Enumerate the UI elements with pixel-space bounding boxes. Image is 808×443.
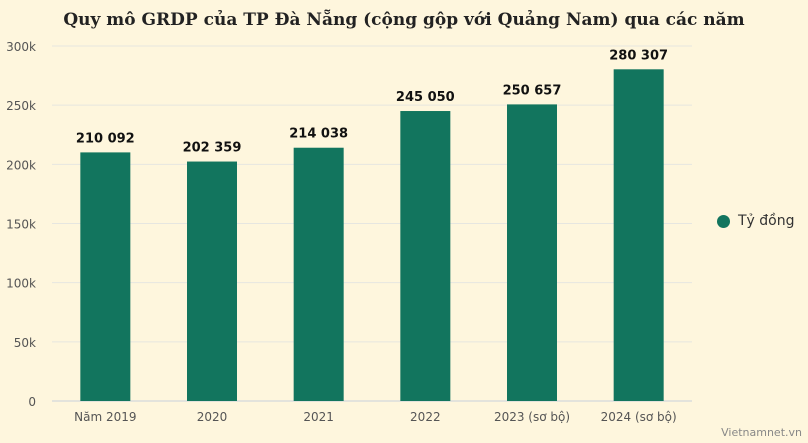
y-tick-label: 150k [6, 218, 36, 232]
x-tick-label: 2020 [197, 410, 228, 424]
data-label: 280 307 [609, 48, 668, 63]
bar [187, 161, 237, 401]
y-tick-label: 0 [28, 395, 36, 409]
x-tick-label: Năm 2019 [74, 410, 136, 424]
legend[interactable]: Tỷ đồng [717, 213, 795, 229]
data-label: 250 657 [503, 83, 562, 98]
x-tick-label: 2022 [410, 410, 441, 424]
data-label: 245 050 [396, 90, 455, 105]
source-credit: Vietnamnet.vn [721, 426, 802, 439]
y-tick-label: 100k [6, 277, 36, 291]
y-tick-label: 50k [14, 336, 36, 350]
y-tick-label: 300k [6, 40, 36, 54]
bar [80, 152, 131, 401]
x-tick-label: 2024 (sơ bộ) [601, 410, 677, 424]
x-tick-label: 2023 (sơ bộ) [494, 410, 570, 424]
data-label: 202 359 [183, 141, 242, 156]
legend-marker [717, 214, 730, 228]
data-label: 214 038 [289, 127, 348, 142]
chart-title: Quy mô GRDP của TP Đà Nẵng (cộng gộp với… [63, 10, 745, 30]
data-label: 210 092 [76, 131, 135, 146]
bar [293, 147, 344, 401]
bar [507, 104, 557, 401]
y-tick-label: 250k [6, 99, 36, 113]
legend-label: Tỷ đồng [738, 213, 795, 229]
bar [400, 111, 451, 401]
x-tick-label: 2021 [303, 410, 334, 424]
y-tick-label: 200k [6, 158, 36, 172]
bar [613, 69, 664, 402]
